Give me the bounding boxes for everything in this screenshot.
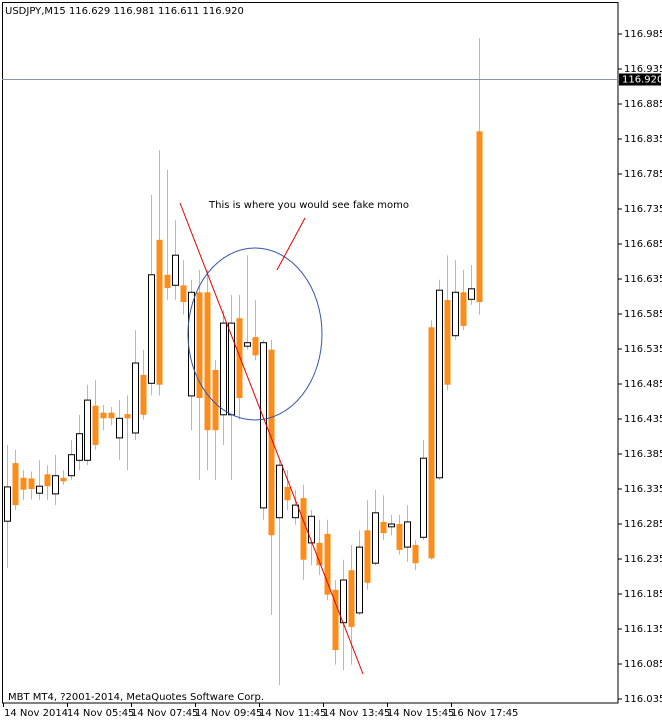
candle-body [268,349,275,536]
candle-body [292,504,299,519]
candle-body [348,570,355,627]
annotation-pointer [276,217,306,271]
candle-body [316,542,323,566]
current-price-label: 116.920 [622,74,662,85]
candle-body [452,291,459,337]
x-tick-label: 14 Nov 15:45 [387,708,454,719]
candle-body [132,362,139,434]
candle-body [156,239,163,385]
y-tick-label: 116.035 [624,694,662,705]
candle-body [196,292,203,399]
candle-body [460,292,467,326]
candle-body [380,521,387,534]
x-tick-label: 14 Nov 11:45 [259,708,326,719]
candle-body [284,486,291,501]
highlight-ellipse [187,247,323,421]
x-tick-label: 14 Nov 09:45 [195,708,262,719]
y-tick-label: 116.185 [624,589,662,600]
candle-body [388,523,395,528]
candle-body [260,342,267,509]
candle-body [476,131,483,303]
candle-body [92,405,99,445]
y-tick-label: 116.885 [624,99,662,110]
candle-body [212,370,219,431]
candle-body [84,399,91,461]
candle-body [468,288,475,300]
y-tick-label: 116.635 [624,274,662,285]
candle-body [12,463,19,506]
candle-body [124,414,131,419]
candle-body [108,412,115,419]
candle-body [420,457,427,538]
candles [4,38,483,686]
candle-body [364,530,371,583]
y-tick-label: 116.135 [624,624,662,635]
candle-body [332,589,339,651]
candle-body [100,412,107,419]
y-tick-label: 116.935 [624,64,662,75]
y-tick-label: 116.235 [624,554,662,565]
y-tick-label: 116.285 [624,519,662,530]
candle-body [324,533,331,595]
candle-body [340,579,347,624]
candle-body [300,498,307,560]
candle-body [308,515,315,544]
y-tick-label: 116.335 [624,484,662,495]
candle-body [116,417,123,439]
candle-body [412,545,419,564]
candle-body [68,454,75,477]
y-tick-label: 116.785 [624,169,662,180]
candle-body [180,285,187,303]
x-tick-label: 14 Nov 2014 [4,708,68,719]
y-tick-label: 116.735 [624,204,662,215]
candle-body [236,318,243,399]
candle-body [220,322,227,416]
candle-body [356,546,363,614]
x-tick-label: 14 Nov 13:45 [323,708,390,719]
y-tick-label: 116.535 [624,344,662,355]
candle-body [244,342,251,347]
y-tick-label: 116.435 [624,414,662,425]
y-tick-label: 116.835 [624,134,662,145]
y-tick-label: 116.385 [624,449,662,460]
y-tick-label: 116.485 [624,379,662,390]
y-tick-label: 116.685 [624,239,662,250]
y-tick-label: 116.585 [624,309,662,320]
candle-body [60,477,67,482]
candle-body [28,478,35,490]
x-tick-label: 14 Nov 07:45 [131,708,198,719]
candle-body [204,292,211,431]
x-tick-label: 14 Nov 05:45 [67,708,134,719]
candle-body [52,475,59,495]
candle-body [252,337,259,356]
trend-line [179,202,364,675]
candle-body [444,299,451,385]
candle-body [140,374,147,415]
chart-title: USDJPY,M15 116.629 116.981 116.611 116.9… [5,6,244,17]
y-tick-label: 116.985 [624,29,662,40]
candle-body [396,524,403,550]
candle-body [76,433,83,461]
plot-border [2,2,619,704]
footer: MBT MT4, ?2001-2014, MetaQuotes Software… [8,692,264,703]
candle-body [404,521,411,548]
annotation: This is where you would see fake momo [208,200,409,211]
candle-body [148,274,155,384]
x-tick-label: 16 Nov 17:45 [451,708,518,719]
candle-body [4,486,11,522]
candle-body [436,289,443,479]
candle-body [372,512,379,564]
candle-body [36,485,43,494]
candle-body [276,464,283,519]
candle-body [20,477,27,490]
candle-body [428,327,435,559]
candle-body [188,291,195,397]
candle-body [164,274,171,289]
candle-body [172,254,179,286]
current-price-box [619,73,661,86]
candle-body [44,474,51,487]
y-tick-label: 116.085 [624,659,662,670]
